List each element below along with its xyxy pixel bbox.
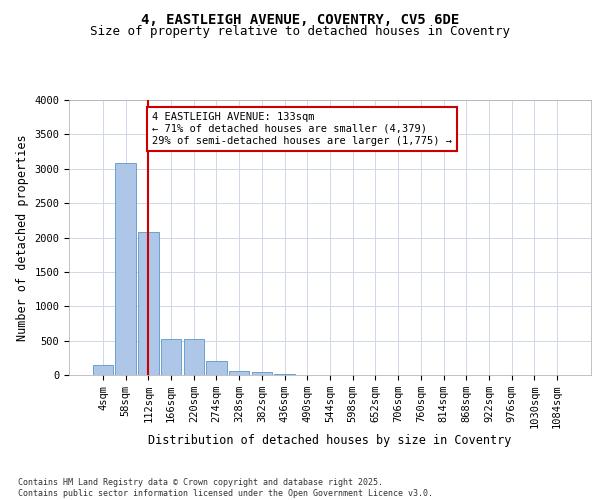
Text: Size of property relative to detached houses in Coventry: Size of property relative to detached ho… bbox=[90, 25, 510, 38]
Text: 4 EASTLEIGH AVENUE: 133sqm
← 71% of detached houses are smaller (4,379)
29% of s: 4 EASTLEIGH AVENUE: 133sqm ← 71% of deta… bbox=[152, 112, 452, 146]
Bar bbox=[251, 372, 272, 375]
Bar bbox=[206, 361, 227, 375]
Bar bbox=[274, 374, 295, 375]
Bar bbox=[184, 338, 204, 375]
Bar bbox=[115, 163, 136, 375]
Bar bbox=[229, 371, 250, 375]
Y-axis label: Number of detached properties: Number of detached properties bbox=[16, 134, 29, 341]
Text: Contains HM Land Registry data © Crown copyright and database right 2025.
Contai: Contains HM Land Registry data © Crown c… bbox=[18, 478, 433, 498]
X-axis label: Distribution of detached houses by size in Coventry: Distribution of detached houses by size … bbox=[148, 434, 512, 447]
Bar bbox=[138, 232, 158, 375]
Bar bbox=[93, 364, 113, 375]
Bar bbox=[161, 338, 181, 375]
Text: 4, EASTLEIGH AVENUE, COVENTRY, CV5 6DE: 4, EASTLEIGH AVENUE, COVENTRY, CV5 6DE bbox=[141, 12, 459, 26]
